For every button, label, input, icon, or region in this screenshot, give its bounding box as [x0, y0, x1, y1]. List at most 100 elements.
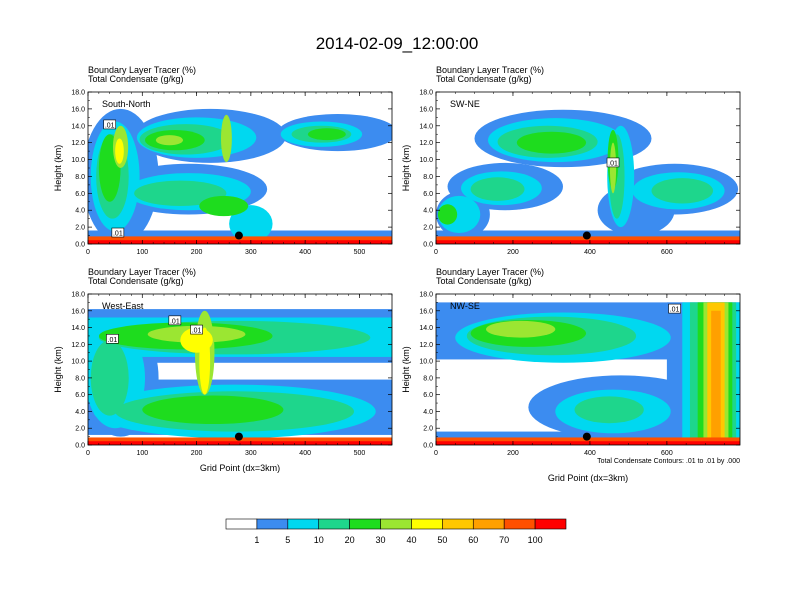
contour-label: .01 [105, 122, 115, 129]
panel-title-line: Total Condensate (g/kg) [436, 276, 532, 286]
y-tick-label: 8.0 [75, 174, 85, 181]
section-label: South-North [102, 99, 151, 109]
y-tick-label: 4.0 [75, 208, 85, 215]
x-tick-label: 0 [86, 249, 90, 256]
colorbar-swatch [534, 518, 567, 530]
tracer-level-5 [486, 320, 556, 338]
y-tick-label: 12.0 [71, 342, 85, 349]
y-tick-label: 2.0 [75, 426, 85, 433]
tracer-level-5 [155, 135, 183, 146]
contour-note: Total Condensate Contours: .01 to .01 by… [597, 458, 740, 465]
y-tick-label: 10.0 [71, 157, 85, 164]
tracer-level-6 [199, 327, 211, 395]
y-tick-label: 12.0 [419, 342, 433, 349]
colorbar-swatch [380, 518, 412, 530]
location-marker [582, 231, 591, 240]
contour-label-box [103, 119, 117, 130]
y-tick-label: 8.0 [75, 375, 85, 382]
tracer-level-5 [221, 114, 232, 163]
contour-label-box [106, 333, 119, 344]
x-tick-label: 200 [507, 249, 519, 256]
tracer-level-10 [436, 441, 740, 445]
y-tick-label: 18.0 [419, 292, 433, 299]
colorbar-label: 40 [406, 535, 416, 545]
y-tick-label: 4.0 [423, 409, 433, 416]
colorbar-swatch [411, 518, 443, 530]
tracer-level-3 [651, 178, 714, 204]
tracer-level-4 [437, 204, 458, 225]
x-tick-label: 300 [245, 450, 257, 457]
tracer-level-4 [516, 131, 587, 154]
x-tick-label: 200 [507, 450, 519, 457]
colorbar-swatch [442, 518, 474, 530]
panel-title-line: Boundary Layer Tracer (%) [88, 65, 196, 75]
tracer-level-4 [199, 195, 249, 217]
y-tick-label: 6.0 [423, 392, 433, 399]
colorbar-label: 10 [314, 535, 324, 545]
panel-title-line: Total Condensate (g/kg) [88, 74, 184, 84]
x-tick-label: 400 [584, 249, 596, 256]
tracer-level-4 [307, 128, 346, 141]
y-tick-label: 0.0 [75, 242, 85, 249]
y-axis-label: Height (km) [53, 145, 63, 192]
x-tick-label: 0 [86, 450, 90, 457]
tracer-level-5 [609, 142, 617, 194]
tracer-field [88, 92, 392, 244]
colorbar-swatch [287, 518, 320, 530]
y-tick-label: 14.0 [71, 123, 85, 130]
panel-title-line: Boundary Layer Tracer (%) [436, 65, 544, 75]
y-tick-label: 16.0 [71, 106, 85, 113]
y-tick-label: 6.0 [423, 191, 433, 198]
section-label: NW-SE [450, 301, 480, 311]
y-tick-label: 16.0 [419, 308, 433, 315]
y-tick-label: 18.0 [71, 90, 85, 97]
colorbar-label: 60 [468, 535, 478, 545]
location-marker [582, 432, 591, 441]
colorbar-swatch [503, 518, 536, 530]
contour-label-box [190, 324, 203, 335]
panel-title-line: Boundary Layer Tracer (%) [88, 267, 196, 277]
tracer-level-10 [436, 240, 740, 244]
y-axis-label: Height (km) [53, 346, 63, 393]
tracer-level-3 [574, 396, 644, 424]
y-tick-label: 2.0 [423, 426, 433, 433]
y-tick-label: 10.0 [419, 359, 433, 366]
y-tick-label: 10.0 [419, 157, 433, 164]
panel-top-right: .01 0 200 400 600 0.0 2.0 4.0 6.0 8.0 10.0 12.0 14.0… [401, 65, 741, 256]
y-tick-label: 14.0 [419, 325, 433, 332]
contour-label-box [168, 315, 182, 326]
colorbar-label: 50 [437, 535, 447, 545]
y-tick-label: 18.0 [71, 292, 85, 299]
contour-label: .01 [170, 318, 180, 325]
colorbar-swatch [318, 518, 350, 530]
tracer-level-3 [470, 177, 525, 201]
colorbar-swatch [349, 518, 381, 530]
y-tick-label: 12.0 [419, 140, 433, 147]
tracer-level-4 [142, 395, 284, 425]
x-tick-label: 0 [434, 249, 438, 256]
colorbar-swatch [472, 518, 505, 530]
panels: .01 .01 0 100 200 300 400 500 0.0 2.0 4.0 6.0 8.0 10.… [53, 65, 741, 483]
panel-bottom-right: .01 0 200 400 600 0.0 2.0 4.0 6.0 8.0 10.0 12.0 14.0… [401, 267, 741, 483]
figure-title: 2014-02-09_12:00:00 [316, 34, 479, 53]
contour-label: .01 [670, 307, 680, 314]
x-tick-label: 400 [299, 450, 311, 457]
y-tick-label: 12.0 [71, 140, 85, 147]
y-axis-label: Height (km) [401, 145, 411, 192]
y-tick-label: 14.0 [419, 123, 433, 130]
tracer-field [88, 294, 392, 445]
tracer-level-8 [711, 310, 721, 445]
tracer-field [436, 294, 740, 445]
panel-bottom-left: .01 .01 .01 0 100 200 300 400 500 0.0 2.0 4.0 6.0 8.0… [53, 267, 393, 473]
contour-label-box [111, 227, 125, 238]
y-tick-label: 2.0 [423, 225, 433, 232]
colorbar-label: 5 [285, 535, 290, 545]
y-tick-label: 16.0 [419, 106, 433, 113]
y-tick-label: 0.0 [423, 242, 433, 249]
colorbar-swatch [225, 518, 258, 530]
x-tick-label: 200 [191, 249, 203, 256]
contour-label: .01 [608, 160, 618, 167]
panel-title-line: Total Condensate (g/kg) [88, 276, 184, 286]
contour-label: .01 [192, 328, 202, 335]
colorbar-label: 70 [499, 535, 509, 545]
